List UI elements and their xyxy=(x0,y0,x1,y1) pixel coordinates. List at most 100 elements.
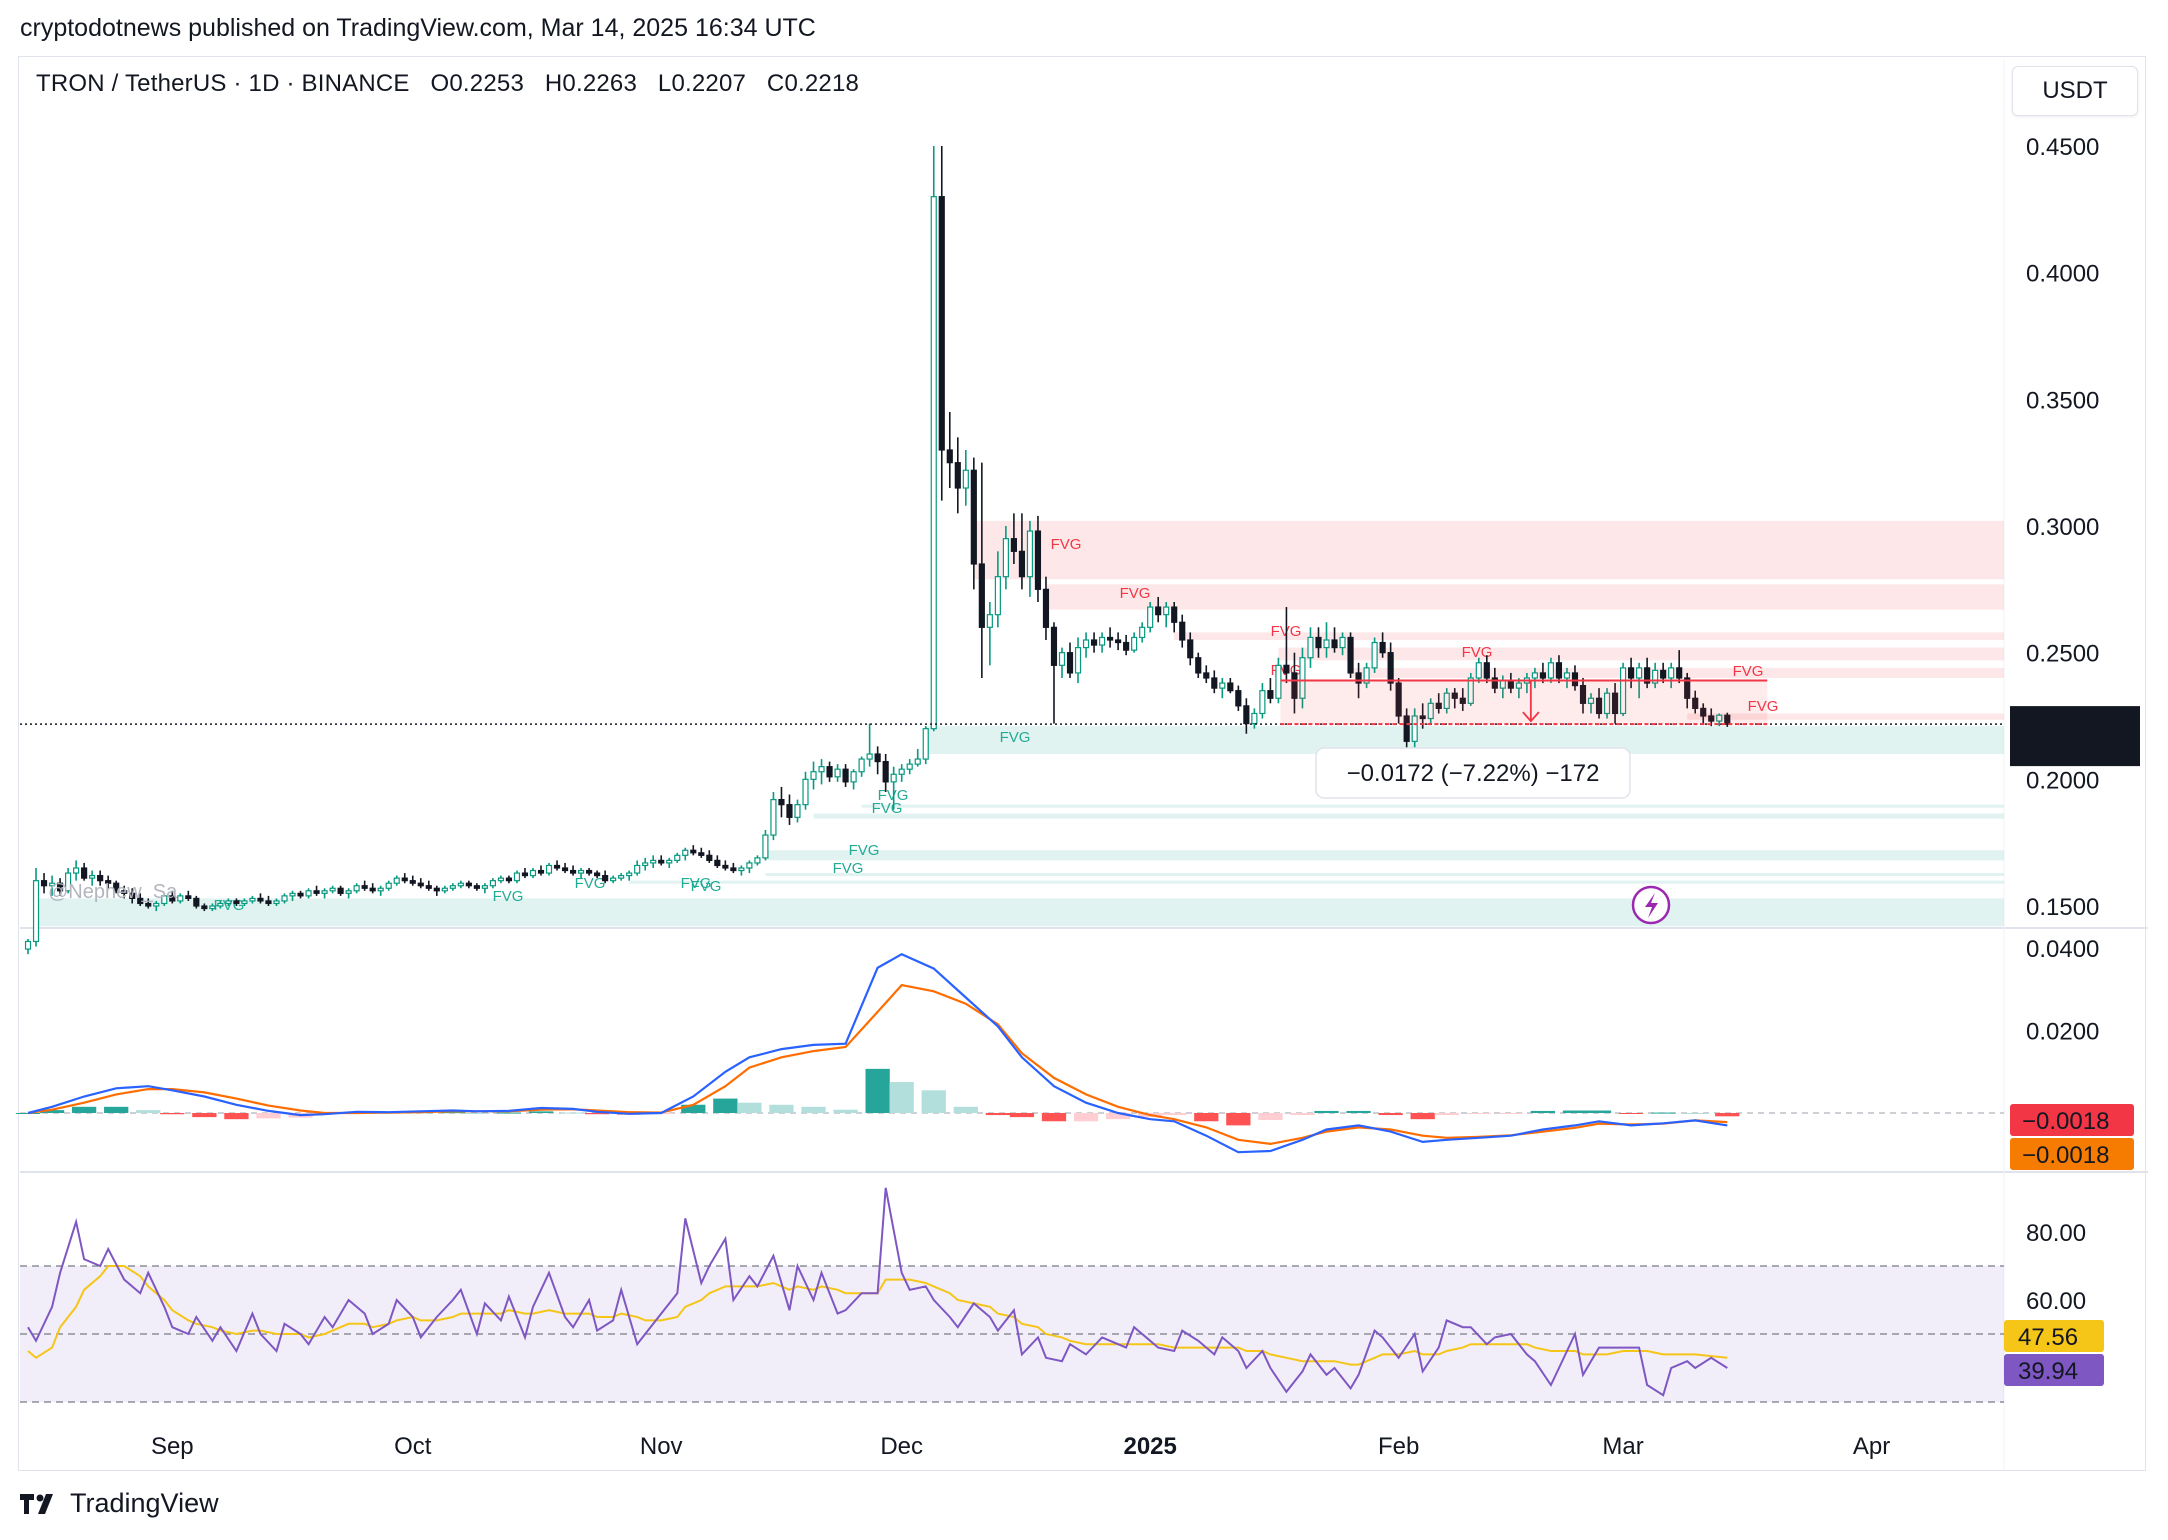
candle-body xyxy=(898,768,905,775)
fvg-bullish-zone xyxy=(36,898,2005,927)
macd-histogram-bar xyxy=(1586,1110,1612,1113)
measure-area xyxy=(1280,680,1768,725)
candle-body xyxy=(986,614,993,628)
macd-histogram-bar xyxy=(1715,1113,1740,1117)
price-tick: 0.2500 xyxy=(2026,641,2099,668)
macd-signal-line xyxy=(27,983,1728,1146)
candle-body xyxy=(1628,667,1635,679)
candle-body xyxy=(1323,639,1330,649)
fvg-bearish-label: FVG xyxy=(1733,663,1764,680)
candle-body xyxy=(642,862,649,867)
macd-histogram-bar xyxy=(1562,1110,1588,1113)
fvg-bullish-zone xyxy=(765,873,2004,877)
price-tick: 0.2000 xyxy=(2026,767,2099,794)
candle-body xyxy=(1403,715,1410,742)
macd-histogram-bar xyxy=(71,1106,97,1113)
candle-body xyxy=(1571,672,1579,687)
time-tick: Sep xyxy=(151,1433,194,1460)
candle-body xyxy=(273,900,280,905)
measure-arrow-head xyxy=(1522,711,1540,723)
candle-body xyxy=(1107,636,1114,641)
bar-countdown: 07:25:31 xyxy=(2022,737,2115,764)
candle-body xyxy=(457,882,464,887)
candle-body xyxy=(882,760,889,783)
candle-body xyxy=(1058,652,1066,666)
candle-body xyxy=(1435,702,1442,709)
candle-body xyxy=(906,763,913,770)
candle-body xyxy=(489,880,496,887)
lightning-bolt-icon xyxy=(1645,893,1658,918)
currency-button[interactable]: USDT xyxy=(2012,66,2138,116)
candle-body xyxy=(1307,636,1314,659)
candle-body xyxy=(321,890,328,894)
macd-histogram-bar xyxy=(1378,1113,1403,1116)
price-tick: 0.1500 xyxy=(2026,894,2099,921)
candle-body xyxy=(1660,669,1667,679)
candle-body xyxy=(1082,639,1090,649)
candle-body xyxy=(810,771,817,780)
rsi-tick: 60.00 xyxy=(2026,1288,2086,1315)
candle-body xyxy=(1347,636,1354,674)
candle-body xyxy=(770,798,777,836)
fvg-bullish-zone xyxy=(629,880,2005,884)
macd-histogram-bar xyxy=(1314,1110,1339,1113)
fvg-bullish-zone xyxy=(813,813,2004,819)
candle-body xyxy=(313,890,320,894)
candle-body xyxy=(1010,538,1017,552)
candle-body xyxy=(73,867,80,874)
candle-body xyxy=(1467,677,1474,704)
candle-body xyxy=(1619,667,1627,715)
candle-body xyxy=(433,887,440,892)
candle-body xyxy=(129,892,136,899)
time-tick: Mar xyxy=(1602,1433,1643,1460)
candle-body xyxy=(922,728,929,760)
candle-body xyxy=(1299,657,1306,699)
last-price-badge xyxy=(2010,706,2140,767)
candle-body xyxy=(241,900,248,905)
fvg-bullish-label: FVG xyxy=(493,888,524,905)
chart-frame[interactable] xyxy=(18,56,2146,1471)
symbol-name[interactable]: TRON / TetherUS · 1D · BINANCE xyxy=(36,70,410,97)
rsi-badge-value: 39.94 xyxy=(2018,1358,2078,1385)
candle-body xyxy=(105,880,112,884)
ohlc-low: L0.2207 xyxy=(657,70,747,97)
candle-body xyxy=(626,872,633,877)
footer-brand[interactable]: TradingView xyxy=(20,1488,219,1519)
candle-body xyxy=(722,864,729,869)
macd-histogram-bar xyxy=(160,1113,185,1115)
candle-body xyxy=(545,864,553,874)
candle-body xyxy=(1676,667,1683,679)
candle-body xyxy=(1163,606,1170,616)
candle-body xyxy=(714,859,721,867)
candle-body xyxy=(65,872,72,892)
candle-body xyxy=(1259,690,1266,715)
candle-body xyxy=(842,768,849,783)
last-price-value: 0.2218 xyxy=(2022,709,2095,736)
candle-body xyxy=(1395,682,1402,717)
macd-histogram-bar xyxy=(1258,1113,1283,1121)
candle-body xyxy=(289,892,296,897)
candle-body xyxy=(1203,672,1210,679)
candle-body xyxy=(1090,639,1098,646)
macd-histogram-bar xyxy=(801,1106,826,1113)
candle-body xyxy=(1034,530,1042,590)
fvg-bearish-zone xyxy=(1687,713,2004,720)
candle-body xyxy=(249,897,256,902)
candle-body xyxy=(385,882,392,889)
tradingview-logo-icon xyxy=(20,1493,53,1514)
candle-body xyxy=(257,897,264,902)
candle-body xyxy=(337,887,344,894)
macd-histogram-bar xyxy=(224,1113,249,1120)
macd-histogram-bar xyxy=(921,1090,946,1113)
candle-body xyxy=(577,869,585,874)
candle-body xyxy=(1708,715,1715,722)
macd-histogram-bar xyxy=(1530,1110,1556,1113)
time-tick: 2025 xyxy=(1123,1433,1176,1460)
candle-body xyxy=(177,895,184,902)
candle-body xyxy=(1684,677,1691,699)
measure-label: −0.0172 (−7.22%) −172 xyxy=(1347,760,1600,787)
candle-body xyxy=(1411,715,1418,742)
fvg-bearish-zone xyxy=(1278,647,2004,661)
candle-body xyxy=(481,885,488,889)
